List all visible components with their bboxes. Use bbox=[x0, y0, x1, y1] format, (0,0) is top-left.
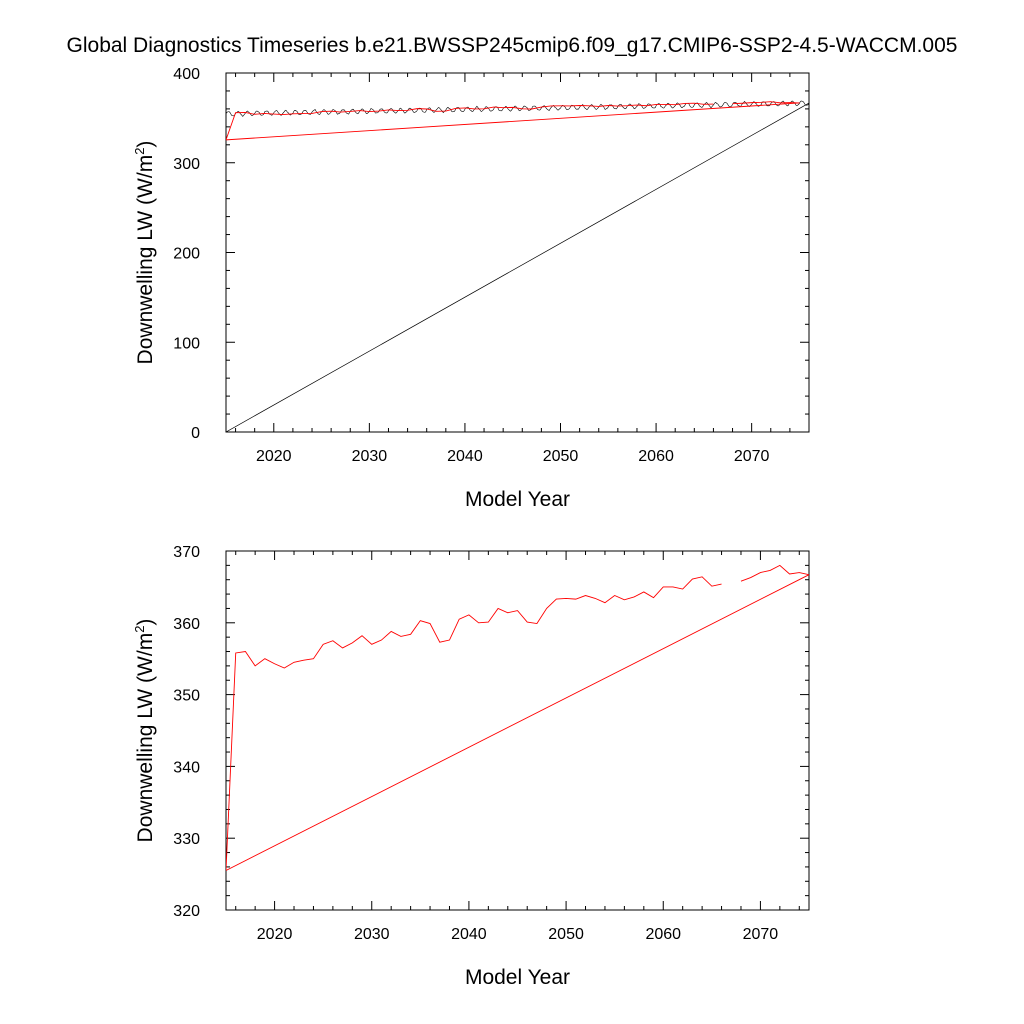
y-tick-label: 400 bbox=[173, 66, 200, 83]
y-axis-label-text: Downwelling LW (W/m bbox=[134, 155, 157, 365]
chart-panel-top: 2020 2030 2040 2050 2060 2070 0 100 200 300 400 Mod… bbox=[132, 66, 810, 511]
x-axis-label: Model Year bbox=[465, 488, 570, 511]
x-tick-label: 2040 bbox=[447, 448, 483, 465]
y-tick-label: 350 bbox=[173, 688, 200, 705]
y-axis-label-close: ) bbox=[134, 141, 157, 148]
x-tick-label: 2020 bbox=[256, 448, 292, 465]
x-tick-label: 2040 bbox=[451, 926, 487, 943]
series-closing-line-annual bbox=[226, 574, 809, 871]
y-tick-label: 370 bbox=[173, 544, 200, 561]
y-axis-label-text: Downwelling LW (W/m bbox=[134, 633, 157, 843]
series-group bbox=[226, 564, 809, 871]
y-axis-label-superscript: 2 bbox=[132, 148, 147, 155]
series-line-annual bbox=[226, 101, 800, 141]
series-line-monthly bbox=[226, 100, 809, 117]
y-axis-label: Downwelling LW (W/m2) bbox=[132, 619, 157, 843]
series-closing-line-monthly bbox=[226, 102, 809, 432]
plot-frame bbox=[225, 72, 810, 433]
series-group bbox=[226, 100, 809, 432]
series-closing-line-annual bbox=[226, 102, 800, 141]
y-tick-label: 330 bbox=[173, 831, 200, 848]
x-tick-label: 2050 bbox=[548, 926, 584, 943]
y-axis-label-superscript: 2 bbox=[132, 626, 147, 633]
x-tick-label: 2060 bbox=[645, 926, 681, 943]
x-tick-label: 2030 bbox=[354, 926, 390, 943]
y-axis-label: Downwelling LW (W/m2) bbox=[132, 141, 157, 365]
y-tick-label: 320 bbox=[173, 903, 200, 920]
y-axis-label-close: ) bbox=[134, 619, 157, 626]
series-line-annual bbox=[226, 564, 809, 871]
plot-frame bbox=[225, 550, 810, 911]
x-tick-label: 2030 bbox=[352, 448, 388, 465]
chart-panel-bottom: 2020 2030 2040 2050 2060 2070 320 330 340 350 360 3… bbox=[132, 544, 810, 989]
x-tick-label: 2070 bbox=[734, 448, 770, 465]
y-tick-label: 0 bbox=[191, 425, 200, 442]
x-tick-label: 2060 bbox=[638, 448, 674, 465]
x-axis-label: Model Year bbox=[465, 966, 570, 989]
x-tick-label: 2070 bbox=[743, 926, 779, 943]
y-tick-label: 200 bbox=[173, 246, 200, 263]
x-tick-label: 2020 bbox=[257, 926, 293, 943]
y-tick-label: 300 bbox=[173, 156, 200, 173]
y-tick-label: 360 bbox=[173, 616, 200, 633]
figure-title: Global Diagnostics Timeseries b.e21.BWSS… bbox=[66, 34, 958, 57]
y-tick-label: 340 bbox=[173, 759, 200, 776]
x-tick-label: 2050 bbox=[543, 448, 579, 465]
y-tick-label: 100 bbox=[173, 335, 200, 352]
